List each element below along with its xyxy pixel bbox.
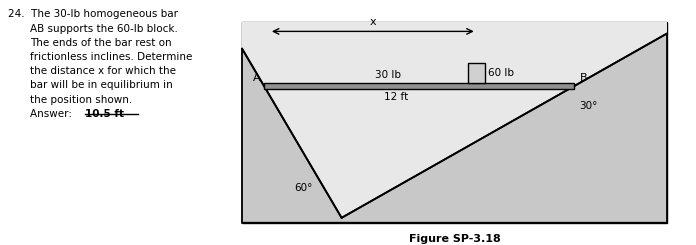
Text: the position shown.: the position shown. [30, 95, 132, 105]
Polygon shape [242, 34, 667, 223]
Text: x: x [370, 17, 376, 27]
Bar [264, 83, 574, 89]
Text: 10.5 ft: 10.5 ft [85, 109, 124, 119]
Text: 60°: 60° [294, 184, 313, 193]
Text: frictionless inclines. Determine: frictionless inclines. Determine [30, 52, 192, 62]
Text: bar will be in equilibrium in: bar will be in equilibrium in [30, 80, 173, 90]
Text: 30°: 30° [579, 101, 598, 110]
Bar [242, 22, 667, 223]
Text: A: A [253, 73, 261, 83]
Text: B: B [579, 73, 587, 83]
Text: Answer:: Answer: [30, 109, 75, 119]
Polygon shape [242, 22, 667, 218]
Text: 12 ft: 12 ft [384, 92, 409, 102]
Text: the distance x for which the: the distance x for which the [30, 66, 176, 76]
Text: Figure SP-3.18: Figure SP-3.18 [409, 233, 500, 244]
Text: AB supports the 60-lb block.: AB supports the 60-lb block. [30, 24, 178, 34]
Text: 30 lb: 30 lb [375, 70, 401, 80]
Text: 60 lb: 60 lb [488, 68, 514, 78]
Text: 24.  The 30-lb homogeneous bar: 24. The 30-lb homogeneous bar [8, 9, 178, 19]
Text: The ends of the bar rest on: The ends of the bar rest on [30, 38, 172, 48]
Bar [468, 63, 485, 84]
